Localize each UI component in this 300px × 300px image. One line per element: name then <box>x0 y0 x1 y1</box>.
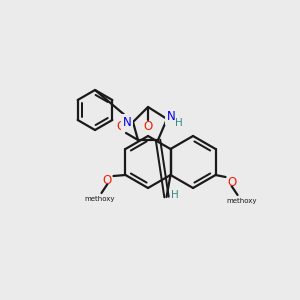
Text: H: H <box>175 118 183 128</box>
Text: methoxy: methoxy <box>226 198 257 204</box>
Text: N: N <box>123 116 131 128</box>
Text: O: O <box>143 121 153 134</box>
Text: N: N <box>167 110 176 124</box>
Text: methoxy: methoxy <box>84 196 115 202</box>
Text: O: O <box>227 176 236 188</box>
Text: H: H <box>171 190 178 200</box>
Text: O: O <box>103 173 112 187</box>
Text: O: O <box>116 119 126 133</box>
